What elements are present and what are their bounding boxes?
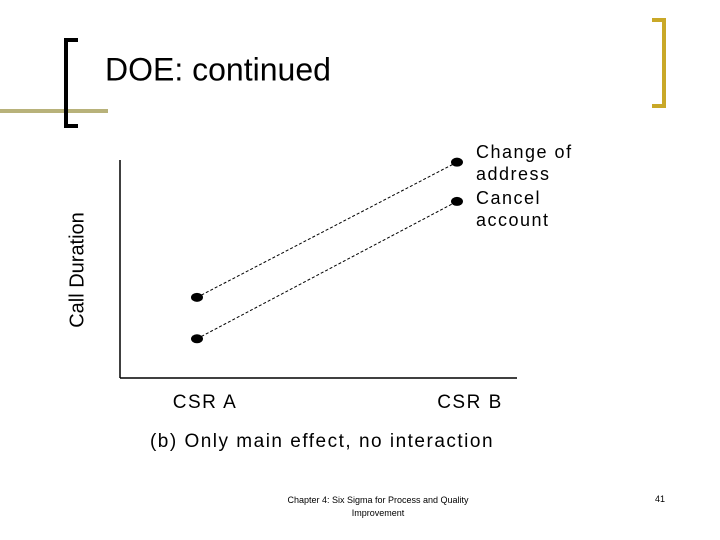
point <box>191 292 203 302</box>
footer: Chapter 4: Six Sigma for Process and Qua… <box>287 495 469 518</box>
legend-label: Change of address <box>476 142 573 184</box>
series-line <box>196 161 458 298</box>
x-tick-label: CSR A <box>173 392 238 413</box>
point <box>451 157 463 167</box>
left-bracket <box>64 38 78 128</box>
page-number: 41 <box>655 494 666 504</box>
series-line <box>196 200 458 340</box>
right-bracket <box>652 18 666 108</box>
legend-label: Cancel account <box>476 188 550 230</box>
point <box>451 196 463 206</box>
x-axis-label: (b) Only main effect, no interaction <box>150 431 494 452</box>
y-axis-label: Call Duration <box>66 212 88 328</box>
slide-title: DOE: continued <box>105 51 331 87</box>
x-tick-label: CSR B <box>437 392 503 413</box>
decor-bar <box>0 109 108 113</box>
point <box>191 334 203 344</box>
